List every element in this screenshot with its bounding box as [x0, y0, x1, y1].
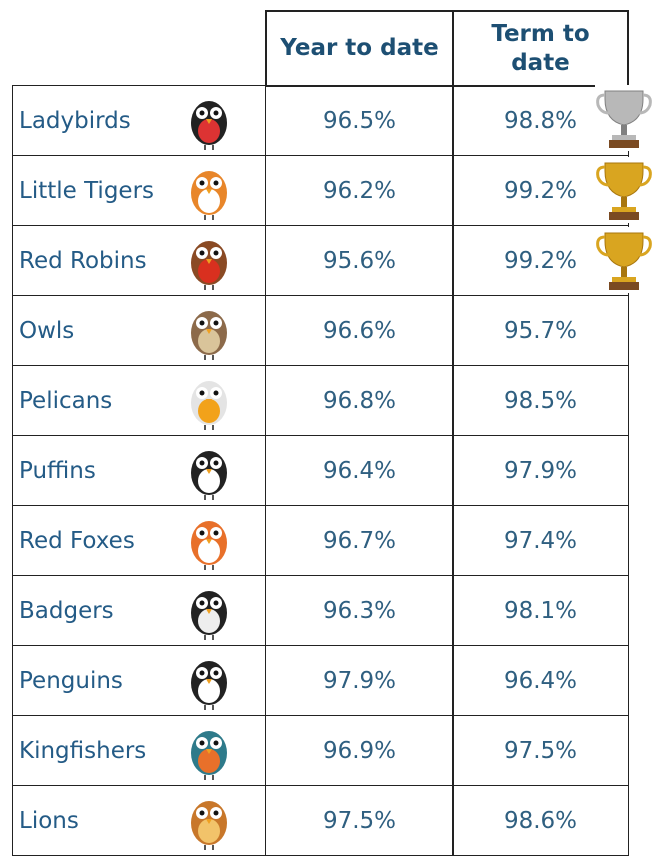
animal-icon: [186, 511, 232, 571]
trophy-icon: [595, 85, 653, 151]
year-cell: 96.9%: [265, 715, 454, 786]
term-cell: 96.4%: [452, 645, 629, 716]
year-cell: 96.8%: [265, 365, 454, 436]
year-cell: 97.5%: [265, 785, 454, 856]
trophy-icon: [595, 227, 653, 293]
year-cell: 95.6%: [265, 225, 454, 296]
year-cell: 96.4%: [265, 435, 454, 506]
term-cell: 97.4%: [452, 505, 629, 576]
header-cell: Term to date: [452, 10, 629, 87]
year-cell: 96.2%: [265, 155, 454, 226]
animal-icon: [186, 371, 232, 431]
year-cell: 96.3%: [265, 575, 454, 646]
animal-icon: [186, 161, 232, 221]
term-cell: 98.5%: [452, 365, 629, 436]
trophy-icon: [595, 157, 653, 223]
term-cell: 98.6%: [452, 785, 629, 856]
animal-icon: [186, 231, 232, 291]
term-cell: 98.1%: [452, 575, 629, 646]
animal-icon: [186, 581, 232, 641]
year-cell: 96.7%: [265, 505, 454, 576]
animal-icon: [186, 791, 232, 851]
term-cell: 95.7%: [452, 295, 629, 366]
year-cell: 96.6%: [265, 295, 454, 366]
year-cell: 96.5%: [265, 85, 454, 156]
year-cell: 97.9%: [265, 645, 454, 716]
term-cell: 97.5%: [452, 715, 629, 786]
animal-icon: [186, 721, 232, 781]
animal-icon: [186, 91, 232, 151]
animal-icon: [186, 651, 232, 711]
term-cell: 97.9%: [452, 435, 629, 506]
header-cell: Year to date: [265, 10, 454, 87]
page: Year to date Term to date Ladybirds 96.5…: [0, 0, 655, 848]
animal-icon: [186, 441, 232, 501]
animal-icon: [186, 301, 232, 361]
